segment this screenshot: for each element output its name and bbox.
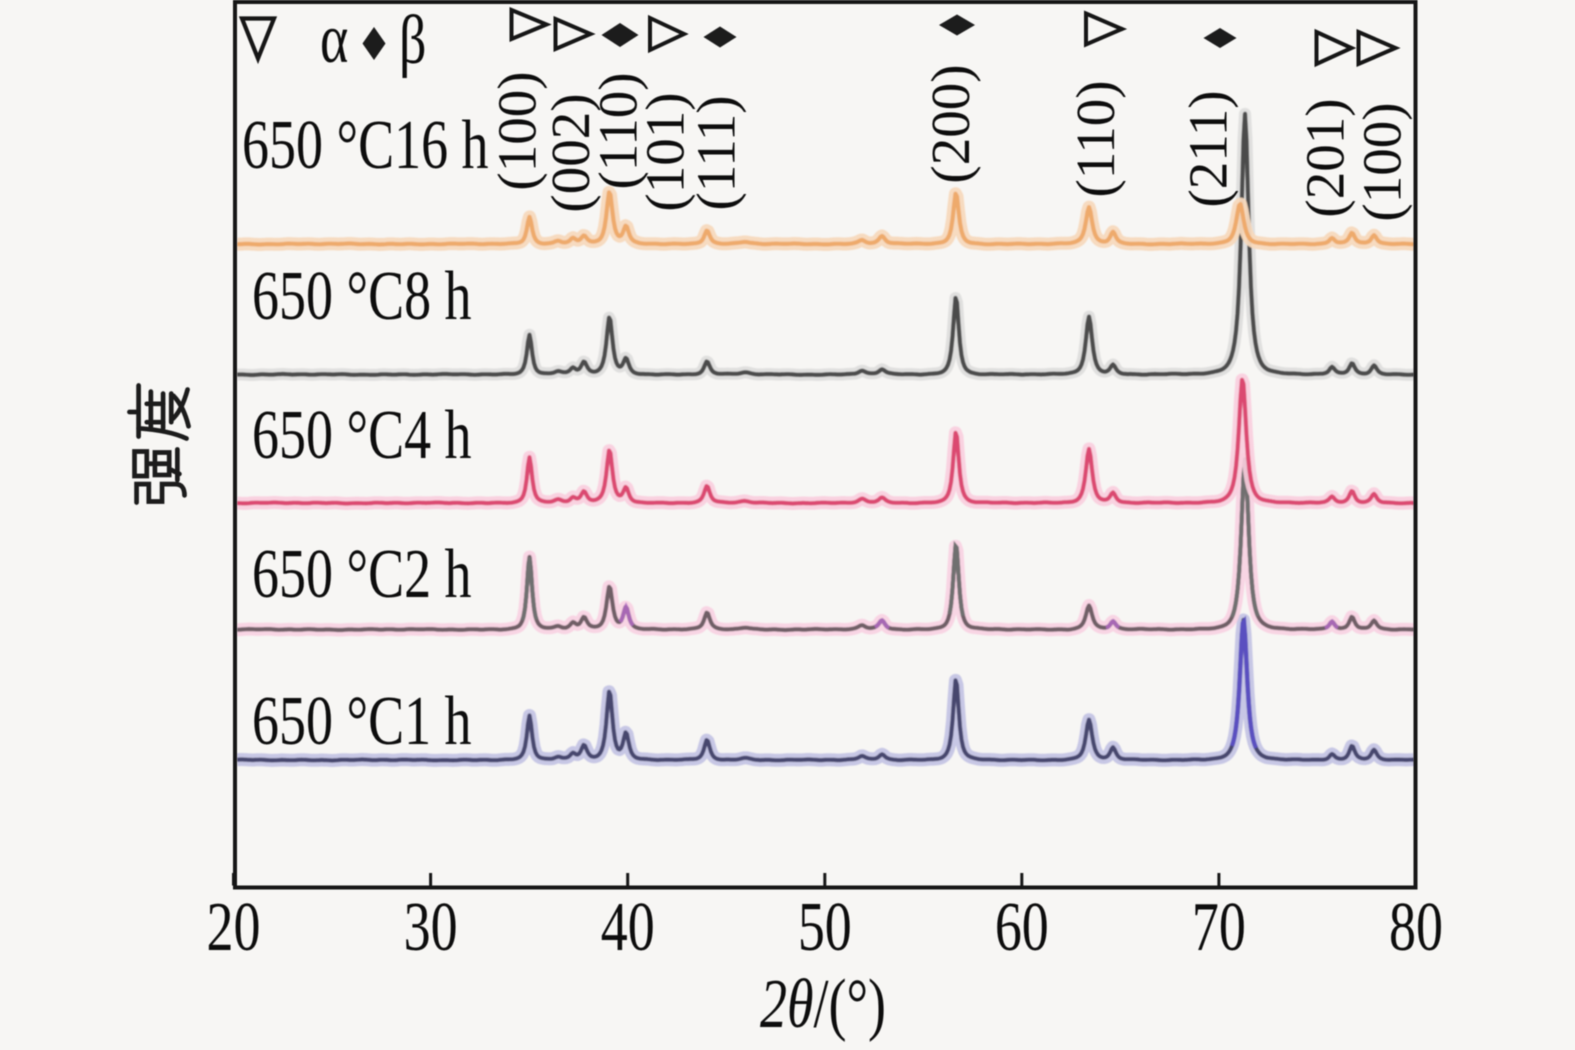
svg-text:β: β <box>399 0 426 78</box>
svg-text:60: 60 <box>995 887 1049 965</box>
svg-text:(110): (110) <box>588 72 649 189</box>
svg-text:50: 50 <box>798 887 852 965</box>
svg-text:650 °C1 h: 650 °C1 h <box>252 681 472 759</box>
svg-text:(111): (111) <box>686 95 747 210</box>
svg-text:2θ/(°): 2θ/(°) <box>760 964 886 1042</box>
svg-text:30: 30 <box>404 887 458 965</box>
svg-text:(100): (100) <box>1352 102 1413 221</box>
svg-text:650 °C4 h: 650 °C4 h <box>252 395 472 473</box>
svg-text:(110): (110) <box>1065 80 1126 197</box>
svg-text:40: 40 <box>601 887 655 965</box>
svg-text:20: 20 <box>207 887 261 965</box>
svg-text:(100): (100) <box>487 71 548 190</box>
svg-text:650 °C16 h: 650 °C16 h <box>242 105 489 183</box>
svg-text:70: 70 <box>1192 887 1246 965</box>
svg-text:(201): (201) <box>1295 98 1356 217</box>
svg-text:(101): (101) <box>635 92 696 211</box>
svg-text:650 °C2 h: 650 °C2 h <box>252 534 472 612</box>
svg-text:650 °C8 h: 650 °C8 h <box>252 256 472 334</box>
svg-text:α: α <box>320 0 348 78</box>
svg-text:80: 80 <box>1389 887 1443 965</box>
svg-text:(200): (200) <box>920 64 981 183</box>
svg-text:(211): (211) <box>1178 90 1239 207</box>
svg-text:(002): (002) <box>540 93 601 212</box>
